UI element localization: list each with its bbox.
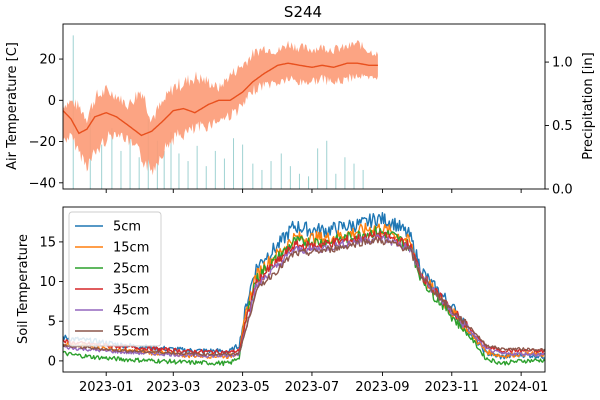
- legend-box: [68, 211, 162, 347]
- top-plot-frame: [62, 23, 546, 190]
- air-temperature-panel: S244 −40 −20 0 20 0.0 0.5 1.0 Air Temperature…: [5, 3, 596, 198]
- y-tick-label: 0: [48, 94, 56, 109]
- legend-label: 5cm: [113, 220, 141, 235]
- air-temperature-y-ticks: −40 −20 0 20: [29, 53, 63, 191]
- y-tick-label: 5: [48, 315, 56, 330]
- soil-temperature-y-ticks: 0 5 10 15: [39, 235, 63, 369]
- precipitation-y-ticks: 0.0 0.5 1.0: [545, 56, 573, 198]
- legend-label: 35cm: [113, 283, 149, 298]
- soil-line-55cm: [62, 236, 546, 357]
- air-temperature-range-band: [63, 40, 378, 176]
- y-tick-label: 10: [39, 275, 56, 290]
- x-tick-label: 2023-03: [146, 380, 200, 395]
- y-right-tick-label: 0.0: [552, 183, 573, 198]
- y-right-tick-label: 0.5: [552, 119, 573, 134]
- soil-temperature-y-label: Soil Temperature: [16, 234, 31, 344]
- x-tick-label: 2023-11: [425, 380, 479, 395]
- legend: 5cm 15cm 25cm 35cm 45cm 55cm: [68, 211, 162, 347]
- precipitation-y-label: Precipitation [in]: [581, 52, 596, 159]
- air-temperature-smoothed-line: [62, 62, 378, 137]
- soil-line-25cm: [62, 226, 546, 367]
- chart-title: S244: [284, 3, 322, 21]
- x-tick-label: 2023-01: [79, 380, 133, 395]
- y-tick-label: −40: [29, 176, 56, 191]
- legend-label: 15cm: [113, 241, 149, 256]
- bottom-plot-frame: [62, 206, 546, 373]
- x-tick-label: 2024-01: [494, 380, 548, 395]
- legend-label: 45cm: [113, 304, 149, 319]
- bottom-x-ticks: 2023-01 2023-03 2023-05 2023-07 2023-09 2023-…: [79, 372, 548, 395]
- x-tick-label: 2023-07: [285, 380, 339, 395]
- precipitation-bars: [72, 35, 364, 189]
- soil-line-45cm: [62, 234, 546, 358]
- y-tick-label: 15: [39, 235, 56, 250]
- y-right-tick-label: 1.0: [552, 56, 573, 71]
- legend-label: 25cm: [113, 262, 149, 277]
- x-tick-label: 2023-05: [215, 380, 269, 395]
- y-tick-label: −20: [29, 135, 56, 150]
- x-tick-label: 2023-09: [355, 380, 409, 395]
- soil-temperature-lines: [62, 212, 546, 367]
- y-tick-label: 20: [39, 53, 56, 68]
- legend-label: 55cm: [113, 325, 149, 340]
- top-x-ticks: [105, 189, 522, 193]
- air-temperature-y-label: Air Temperature [C]: [5, 42, 20, 170]
- y-tick-label: 0: [48, 354, 56, 369]
